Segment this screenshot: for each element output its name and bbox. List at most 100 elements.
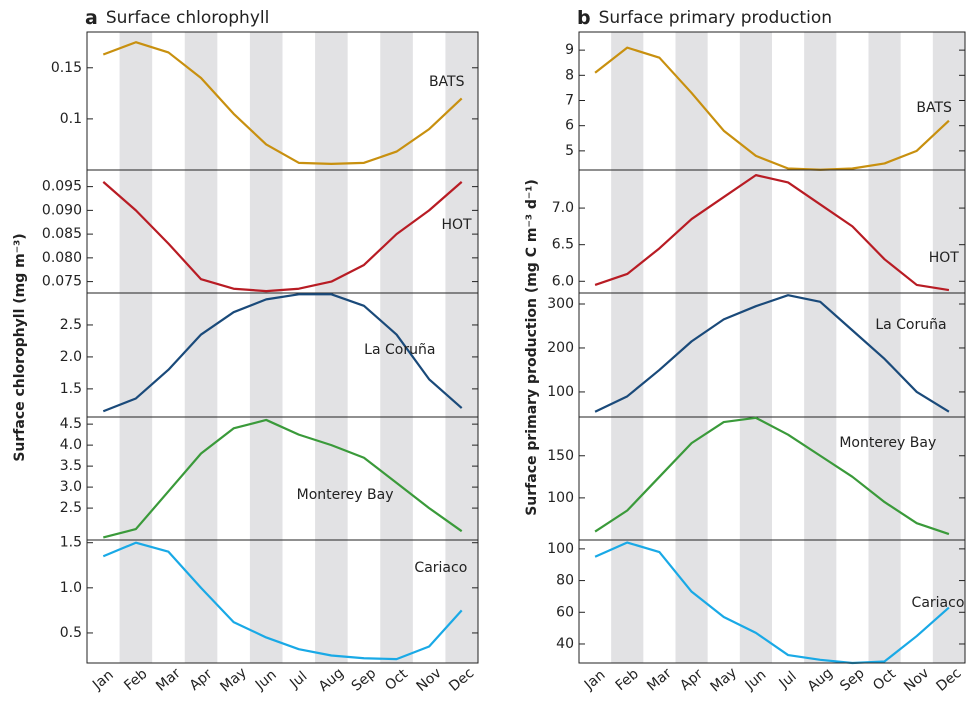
y-tick-label: 40 (556, 636, 574, 652)
x-tick-label: Jun (742, 667, 770, 694)
x-tick-label: Apr (187, 666, 216, 694)
x-tick-label: Oct (382, 666, 411, 694)
y-tick-label: 0.095 (42, 179, 82, 195)
x-tick-label: Jul (776, 668, 800, 692)
y-axis-label: Surface primary production (mg C m⁻³ d⁻¹… (524, 179, 540, 516)
x-tick-label: Aug (316, 665, 347, 695)
y-tick-label: 100 (547, 541, 574, 557)
month-band (119, 32, 153, 663)
series-label: Cariaco (414, 560, 467, 576)
chart-title: a Surface chlorophyll (85, 7, 269, 29)
y-tick-label: 100 (547, 490, 574, 506)
x-tick-label: Mar (153, 665, 184, 694)
plot-frame (86, 31, 479, 664)
y-tick-label: 80 (556, 573, 574, 589)
x-tick-label: Jul (286, 668, 310, 692)
y-tick-label: 4.0 (60, 437, 82, 453)
month-band (611, 32, 644, 663)
y-tick-label: 7 (565, 92, 574, 108)
y-tick-label: 0.1 (60, 111, 82, 127)
x-tick-label: Aug (805, 665, 836, 695)
x-tick-label: Jan (89, 667, 117, 694)
y-tick-label: 0.080 (42, 250, 82, 266)
series-line (102, 41, 463, 165)
series-line (594, 416, 950, 536)
y-tick-label: 3.5 (60, 458, 82, 474)
y-tick-label: 9 (565, 42, 574, 58)
y-tick-label: 0.075 (42, 274, 82, 290)
y-tick-label: 0.085 (42, 226, 82, 242)
x-tick-label: Sep (349, 665, 380, 694)
y-tick-label: 7.0 (552, 200, 574, 216)
y-tick-label: 1.5 (60, 535, 82, 551)
title-text: Surface chlorophyll (106, 8, 270, 28)
y-tick-label: 150 (547, 448, 574, 464)
month-band (380, 32, 413, 663)
x-tick-label: Feb (613, 666, 642, 694)
y-tick-label: 0.5 (60, 625, 82, 641)
month-band (315, 32, 348, 663)
y-tick-label: 200 (547, 340, 574, 356)
month-band (804, 32, 837, 663)
x-tick-label: Oct (870, 666, 899, 694)
x-tick-label: Nov (901, 665, 932, 695)
plot-frame (578, 31, 966, 664)
y-tick-label: 2.5 (60, 317, 82, 333)
chart-title: b Surface primary production (577, 7, 832, 29)
x-tick-label: Apr (677, 666, 706, 694)
x-tick-label: Jun (252, 667, 280, 694)
series-line (594, 46, 950, 171)
y-tick-label: 1.5 (60, 381, 82, 397)
y-tick-label: 2.0 (60, 349, 82, 365)
series-label: Monterey Bay (839, 435, 936, 451)
x-tick-label: Sep (837, 665, 868, 694)
y-tick-label: 60 (556, 604, 574, 620)
month-band (868, 32, 901, 663)
x-tick-label: May (708, 665, 740, 696)
series-label: BATS (916, 100, 952, 116)
series-line (103, 418, 463, 539)
y-tick-label: 6.0 (552, 273, 574, 289)
x-tick-label: Feb (121, 666, 150, 694)
series-label: HOT (929, 250, 960, 266)
y-tick-label: 6.5 (552, 237, 574, 253)
series-line (102, 293, 463, 413)
title-text: Surface primary production (599, 8, 832, 28)
y-tick-label: 5 (565, 143, 574, 159)
y-tick-label: 100 (547, 384, 574, 400)
panel-label: a (85, 7, 98, 29)
month-band (739, 32, 772, 663)
x-tick-label: May (217, 665, 249, 696)
series-line (102, 181, 463, 293)
y-tick-label: 300 (547, 296, 574, 312)
y-tick-label: 4.5 (60, 416, 82, 432)
y-tick-label: 2.5 (60, 500, 82, 516)
y-tick-label: 3.0 (60, 479, 82, 495)
x-tick-label: Dec (933, 665, 964, 695)
series-label: HOT (441, 217, 472, 233)
series-line (594, 541, 950, 665)
x-tick-label: Nov (414, 665, 445, 695)
month-band (445, 32, 478, 663)
x-tick-label: Dec (446, 665, 477, 695)
month-band (249, 32, 283, 663)
series-line (102, 541, 463, 661)
series-line (594, 174, 950, 292)
series-line (594, 294, 950, 413)
y-tick-label: 8 (565, 67, 574, 83)
y-tick-label: 0.090 (42, 202, 82, 218)
month-band (675, 32, 708, 663)
y-tick-label: 1.0 (60, 580, 82, 596)
x-tick-label: Mar (644, 665, 675, 694)
x-tick-label: Jan (581, 667, 609, 694)
y-axis-label: Surface chlorophyll (mg m⁻³) (12, 233, 28, 461)
series-label: Monterey Bay (297, 487, 394, 503)
series-label: Cariaco (912, 595, 965, 611)
series-label: BATS (429, 74, 465, 90)
y-tick-label: 0.15 (51, 60, 82, 76)
y-tick-label: 6 (565, 118, 574, 134)
panel-label: b (577, 7, 591, 29)
series-label: La Coruña (364, 342, 435, 358)
series-label: La Coruña (875, 317, 946, 333)
